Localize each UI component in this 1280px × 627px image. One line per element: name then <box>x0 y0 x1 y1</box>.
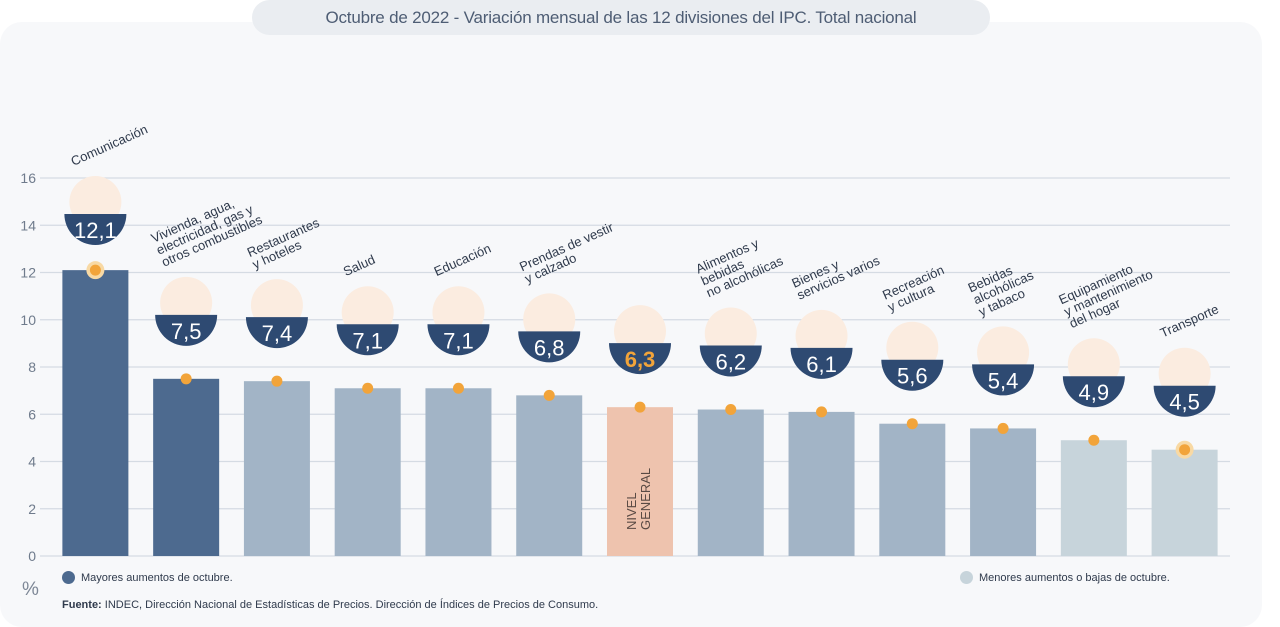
y-tick-label: 16 <box>20 170 36 186</box>
value-label: 4,5 <box>1169 390 1200 415</box>
category-label: Comunicación <box>69 122 150 169</box>
y-tick-label: 6 <box>28 406 36 422</box>
value-marker <box>362 382 374 394</box>
unit-label: % <box>22 579 39 600</box>
value-marker <box>725 404 737 416</box>
legend-high: Mayores aumentos de octubre. <box>62 571 233 584</box>
value-label: 12,1 <box>74 218 117 243</box>
value-badges: 12,1 7,5 7,4 7,1 7,1 6,8 6,3 6,2 6,1 5,6 5,4 4,9 4,5 <box>64 176 1216 417</box>
category-label-line: Educación <box>432 241 494 279</box>
bar <box>243 381 310 556</box>
value-label: 4,9 <box>1079 380 1110 405</box>
value-badge <box>64 214 127 245</box>
bar <box>62 270 129 556</box>
category-label-line: Transporte <box>1158 301 1221 340</box>
value-badge <box>155 314 218 346</box>
y-tick-label: 8 <box>28 359 36 375</box>
value-marker <box>906 418 918 430</box>
value-marker <box>452 382 464 394</box>
chart-title: Octubre de 2022 - Variación mensual de l… <box>252 0 990 35</box>
category-label: Alimentos ybebidasno alcohólicas <box>693 229 785 300</box>
value-badge <box>1062 376 1125 408</box>
value-marker <box>1088 434 1100 446</box>
value-label: 6,3 <box>625 347 656 372</box>
bar <box>697 409 764 556</box>
bar <box>153 378 220 556</box>
legend-high-swatch <box>62 571 75 584</box>
value-marker <box>1179 444 1191 456</box>
source-note: Fuente: INDEC, Dirección Nacional de Est… <box>62 599 598 611</box>
value-marker <box>816 406 828 418</box>
bar <box>425 388 492 556</box>
legend-low: Menores aumentos o bajas de octubre. <box>960 571 1170 584</box>
y-tick-label: 0 <box>28 548 36 564</box>
value-badge <box>972 364 1035 396</box>
y-tick-label: 12 <box>20 265 36 281</box>
value-badge <box>518 331 581 363</box>
category-label: Bebidasalcohólicasy tabaco <box>966 255 1042 319</box>
bar <box>788 411 855 556</box>
value-badge <box>336 324 399 356</box>
value-marker <box>634 401 646 413</box>
category-label: NIVELGENERAL <box>624 468 653 530</box>
bar <box>1060 440 1127 556</box>
category-label-line: GENERAL <box>638 468 653 530</box>
bar <box>879 423 946 556</box>
value-label: 5,6 <box>897 364 928 389</box>
legend-low-label: Menores aumentos o bajas de octubre. <box>979 571 1170 584</box>
y-tick-label: 2 <box>28 501 36 517</box>
value-label: 6,1 <box>806 352 837 377</box>
y-tick-label: 4 <box>28 454 36 470</box>
value-badge <box>609 343 671 375</box>
value-badge <box>1153 385 1216 417</box>
category-label: Vivienda, agua,electricidad, gas yotros … <box>149 188 265 270</box>
bar <box>970 428 1037 556</box>
bar <box>1151 449 1218 556</box>
category-label-line: Comunicación <box>69 122 150 169</box>
bars <box>62 261 1218 556</box>
category-label: Recreacióny cultura <box>880 262 951 314</box>
category-label-line: NIVEL <box>624 492 639 530</box>
source-prefix: Fuente: <box>62 599 102 611</box>
value-marker <box>997 422 1009 434</box>
value-label: 6,2 <box>715 350 746 375</box>
value-label: 5,4 <box>988 368 1019 393</box>
category-label: Educación <box>432 241 494 279</box>
y-axis: 0 2 4 6 8 10 12 14 16 <box>20 170 36 564</box>
category-label: Prendas de vestiry calzado <box>517 219 621 286</box>
value-label: 6,8 <box>534 335 565 360</box>
value-badge <box>699 345 762 377</box>
y-tick-label: 10 <box>20 312 36 328</box>
bar <box>516 395 583 556</box>
value-marker <box>89 264 101 276</box>
value-marker <box>543 389 555 401</box>
value-marker <box>180 373 192 385</box>
bar <box>607 407 673 556</box>
source-text: INDEC, Dirección Nacional de Estadística… <box>101 599 599 611</box>
category-label-line: Salud <box>341 252 377 279</box>
category-label: Bienes yservicios varios <box>789 241 882 303</box>
value-badge <box>427 324 490 356</box>
y-tick-label: 14 <box>20 217 36 233</box>
bar <box>334 388 401 556</box>
category-label: Transporte <box>1158 301 1221 340</box>
value-label: 7,1 <box>443 328 474 353</box>
category-label: Salud <box>341 252 377 279</box>
value-badge <box>245 317 308 349</box>
value-label: 7,4 <box>262 321 293 346</box>
value-marker <box>271 375 283 387</box>
legend-high-label: Mayores aumentos de octubre. <box>81 571 233 584</box>
value-label: 7,5 <box>171 319 202 344</box>
value-label: 7,1 <box>352 328 383 353</box>
value-badge <box>881 359 944 391</box>
value-badge <box>790 347 853 379</box>
legend-low-swatch <box>960 571 973 584</box>
